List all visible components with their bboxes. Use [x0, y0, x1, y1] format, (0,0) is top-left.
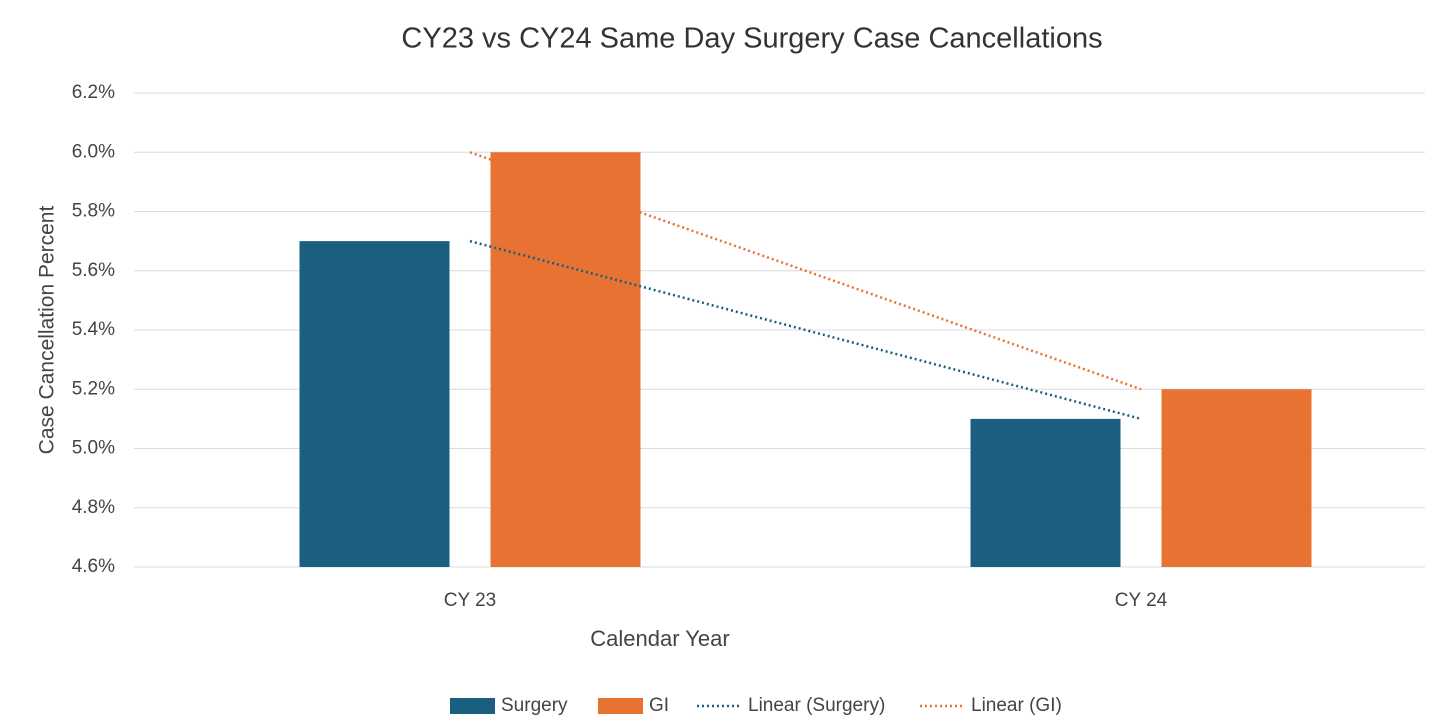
y-tick-label: 6.0%	[72, 141, 115, 162]
y-tick-label: 4.6%	[72, 556, 115, 577]
y-tick-label: 5.0%	[72, 438, 115, 459]
y-tick-label: 5.2%	[72, 378, 115, 399]
legend-label: Linear (GI)	[971, 695, 1062, 716]
x-tick-label: CY 23	[444, 590, 496, 611]
legend-label: Linear (Surgery)	[748, 695, 885, 716]
y-tick-label: 5.6%	[72, 260, 115, 281]
legend-label: Surgery	[501, 695, 568, 716]
trendline	[469, 239, 1142, 421]
bar	[1161, 389, 1312, 567]
y-tick-label: 4.8%	[72, 497, 115, 518]
y-tick-label: 5.4%	[72, 319, 115, 340]
bar	[299, 241, 450, 567]
legend-label: GI	[649, 695, 669, 716]
chart-title: CY23 vs CY24 Same Day Surgery Case Cance…	[401, 23, 1102, 55]
legend-swatch	[450, 698, 495, 714]
y-tick-label: 6.2%	[72, 82, 115, 103]
y-axis-label: Case Cancellation Percent	[36, 206, 59, 455]
x-axis-label: Calendar Year	[590, 626, 729, 651]
trendline	[469, 151, 1142, 391]
bar	[490, 152, 641, 567]
legend-swatch	[598, 698, 643, 714]
y-tick-label: 5.8%	[72, 201, 115, 222]
x-tick-label: CY 24	[1115, 590, 1168, 611]
bar	[970, 418, 1121, 567]
